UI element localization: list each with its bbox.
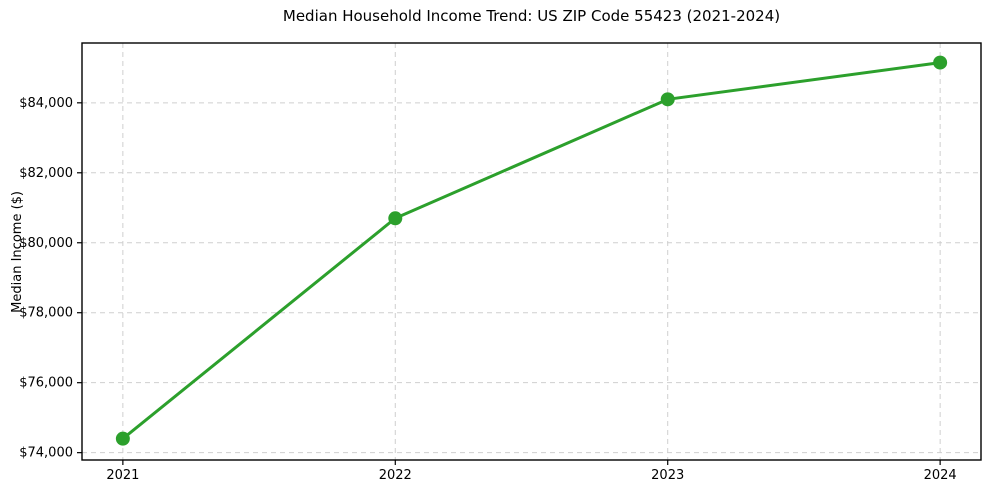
data-point-2021 [115,431,130,446]
y-tick-label: $78,000 [19,306,73,321]
y-tick-label: $80,000 [19,236,73,251]
trend-line [121,61,942,441]
x-tick-label: 2024 [924,468,957,483]
y-tick-label: $82,000 [19,166,73,181]
x-tick-label: 2023 [651,468,684,483]
x-tick-label: 2022 [379,468,412,483]
x-tick-label: 2021 [106,468,139,483]
y-tick-label: $84,000 [19,96,73,111]
data-point-2024 [933,55,948,70]
chart-title: Median Household Income Trend: US ZIP Co… [282,7,781,25]
data-point-2023 [660,92,675,107]
y-tick-label: $76,000 [19,376,73,391]
data-point-2022 [388,211,403,226]
y-tick-label: $74,000 [19,446,73,461]
plot-border [81,42,982,461]
